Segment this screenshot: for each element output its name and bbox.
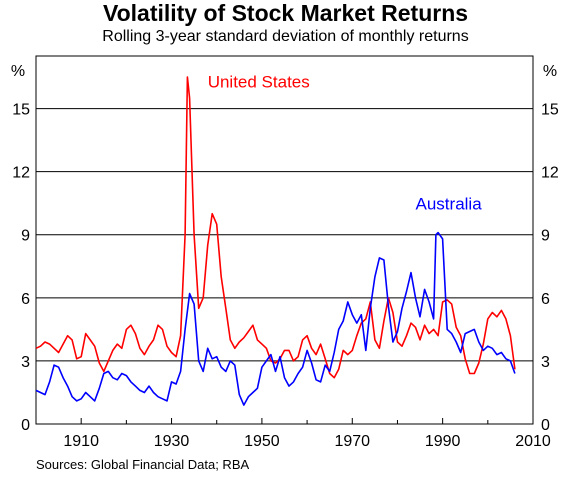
x-tick-label: 1970: [334, 433, 370, 450]
y-tick-label-left: 15: [12, 102, 30, 119]
y-unit-label-left: %: [11, 63, 25, 80]
y-tick-label-right: 3: [541, 354, 550, 371]
source-note: Sources: Global Financial Data; RBA: [36, 457, 250, 472]
series-line-australia: [35, 231, 516, 406]
y-tick-label-right: 0: [541, 417, 550, 434]
y-tick-label-right: 12: [541, 165, 559, 182]
x-tick-label: 1910: [63, 433, 99, 450]
y-tick-label-right: 6: [541, 291, 550, 308]
y-tick-label-left: 12: [12, 165, 30, 182]
x-tick-label: 2010: [515, 433, 551, 450]
y-tick-label-left: 0: [21, 417, 30, 434]
plot-frame: [35, 55, 534, 425]
series-label-united-states: United States: [208, 73, 310, 92]
series-line-united-states: [35, 76, 516, 379]
chart-subtitle: Rolling 3-year standard deviation of mon…: [102, 28, 469, 45]
x-tick-label: 1950: [244, 433, 280, 450]
y-tick-label-left: 9: [21, 228, 30, 245]
y-tick-label-left: 6: [21, 291, 30, 308]
y-tick-label-left: 3: [21, 354, 30, 371]
x-tick-label: 1930: [154, 433, 190, 450]
series-label-australia: Australia: [416, 195, 483, 214]
y-unit-label-right: %: [543, 63, 557, 80]
x-tick-label: 1990: [425, 433, 461, 450]
chart-title: Volatility of Stock Market Returns: [102, 0, 469, 26]
y-tick-label-right: 9: [541, 228, 550, 245]
y-tick-label-right: 15: [541, 102, 559, 119]
